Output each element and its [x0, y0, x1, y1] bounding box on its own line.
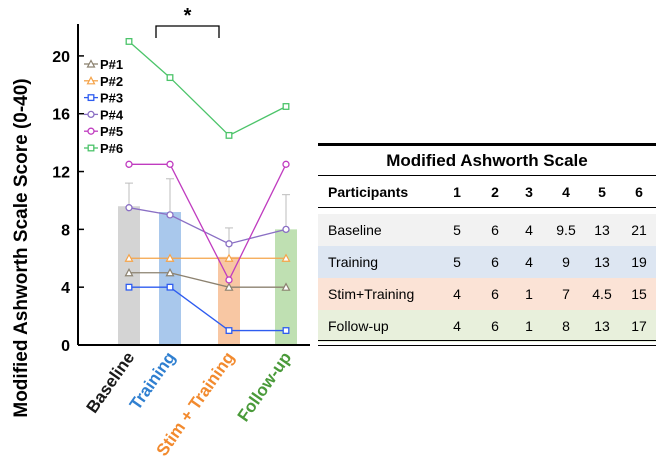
- data-point: [281, 253, 291, 262]
- table-cell: 4: [525, 222, 533, 238]
- header-participants: Participants: [328, 183, 409, 200]
- data-point: [125, 160, 133, 168]
- header-col-5: 5: [598, 183, 606, 200]
- legend-label: P#2: [100, 74, 123, 89]
- y-tick-label: 0: [61, 338, 70, 355]
- table-cell: 19: [631, 254, 647, 270]
- y-tick-label: 12: [52, 165, 70, 182]
- y-tick-label: 4: [61, 280, 70, 297]
- data-point: [166, 74, 174, 82]
- header-col-3: 3: [525, 183, 533, 200]
- legend-label: P#1: [100, 57, 123, 72]
- data-point: [165, 253, 175, 262]
- table-cell: 4: [453, 318, 461, 334]
- table-cell: 4: [453, 286, 461, 302]
- table-cell: 13: [594, 222, 610, 238]
- row-label: Baseline: [328, 222, 382, 238]
- table-cell: 4.5: [592, 286, 612, 302]
- table-cell: 9: [562, 254, 570, 270]
- data-point: [124, 267, 134, 277]
- significance-bracket: [155, 25, 220, 38]
- table-cell: 7: [562, 286, 570, 302]
- table-cell: 5: [453, 254, 461, 270]
- table-cell: 4: [525, 254, 533, 270]
- table-cell: 17: [631, 318, 647, 334]
- row-label: Training: [328, 254, 379, 270]
- table-cell: 6: [491, 254, 499, 270]
- y-tick-label: 20: [52, 49, 70, 66]
- table-cell: 1: [525, 318, 533, 334]
- series-line: [129, 272, 286, 288]
- legend-label: P#5: [100, 124, 123, 139]
- data-point: [282, 225, 290, 234]
- header-col-4: 4: [562, 183, 570, 200]
- table-cell: 6: [491, 222, 499, 238]
- data-point: [165, 267, 175, 277]
- table-row-baseline: Baseline 5 6 4 9.5 13 21: [318, 214, 656, 246]
- data-point: [124, 253, 134, 262]
- table-cell: 1: [525, 286, 533, 302]
- x-tick-label: Follow-up: [234, 348, 296, 425]
- legend-label: P#4: [100, 107, 124, 122]
- table-cell: 13: [594, 318, 610, 334]
- data-point: [166, 283, 174, 291]
- row-label: Stim+Training: [328, 286, 415, 302]
- data-point: [87, 127, 95, 135]
- table-cell: 6: [491, 318, 499, 334]
- table-title: Modified Ashworth Scale: [318, 143, 656, 175]
- table-cell: 13: [594, 254, 610, 270]
- table-cell: 15: [631, 286, 647, 302]
- data-point: [86, 76, 96, 85]
- bar: [218, 256, 240, 345]
- data-point: [282, 103, 290, 110]
- row-label: Follow-up: [328, 318, 389, 334]
- data-point: [224, 253, 234, 262]
- y-axis-title: Modified Ashworth Scale Score (0-40): [11, 78, 32, 417]
- significance-marker: *: [184, 5, 192, 27]
- y-axis-title-svg: Modified Ashworth Scale Score (0-40): [11, 78, 32, 417]
- data-point: [87, 144, 95, 152]
- table-row-training: Training 5 6 4 9 13 19: [318, 246, 656, 278]
- data-point: [225, 276, 233, 284]
- data-point: [225, 131, 233, 139]
- data-point: [125, 283, 133, 291]
- data-point: [224, 282, 234, 291]
- data-point: [225, 327, 233, 334]
- data-point: [282, 327, 290, 334]
- y-tick-label: 8: [61, 222, 70, 239]
- data-point: [166, 160, 174, 168]
- legend-label: P#6: [100, 141, 123, 156]
- table-row-follow-up: Follow-up 4 6 1 8 13 17: [318, 310, 656, 342]
- data-point: [87, 110, 95, 119]
- data-point: [281, 282, 291, 291]
- table-bottom-rule: [318, 340, 656, 346]
- table-cell: 21: [631, 222, 647, 238]
- table-cell: 5: [453, 222, 461, 238]
- series-line: [128, 207, 287, 245]
- table-cell: 6: [491, 286, 499, 302]
- data-point: [282, 160, 290, 168]
- header-col-6: 6: [635, 183, 643, 200]
- series-line: [129, 163, 287, 282]
- header-col-1: 1: [453, 183, 461, 200]
- table-cell: 8: [562, 318, 570, 334]
- series-line: [128, 40, 287, 137]
- series-line: [129, 286, 286, 332]
- table-row-stim-training: Stim+Training 4 6 1 7 4.5 15: [318, 278, 656, 310]
- table-cell: 9.5: [556, 222, 576, 238]
- data-point: [225, 240, 233, 248]
- bar: [159, 212, 181, 345]
- data-point: [125, 204, 133, 212]
- data-point: [125, 38, 133, 45]
- data-point: [166, 211, 174, 219]
- table-header-row: Participants 1 2 3 4 5 6: [318, 175, 656, 208]
- y-tick-label: 16: [52, 107, 70, 124]
- legend-label: P#3: [100, 91, 123, 106]
- data-point: [87, 94, 95, 102]
- data-point: [86, 59, 96, 68]
- header-col-2: 2: [491, 183, 499, 200]
